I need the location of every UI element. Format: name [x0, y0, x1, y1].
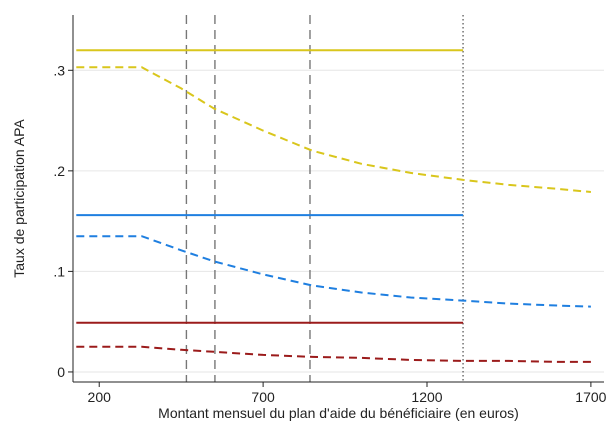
x-axis-title: Montant mensuel du plan d'aide du bénéfi…: [158, 405, 519, 421]
y-tick-label-1: .1: [53, 263, 65, 279]
series-line-1: [76, 67, 591, 192]
x-axis-ticks: 200 700 1200 1700: [88, 382, 607, 405]
y-tick-label-0: 0: [57, 364, 65, 380]
series-line-5: [76, 347, 591, 362]
x-tick-label-3: 1700: [575, 389, 606, 405]
series-lines: [76, 50, 591, 362]
x-tick-label-1: 700: [251, 389, 275, 405]
gridlines: [73, 70, 604, 372]
x-tick-label-0: 200: [88, 389, 112, 405]
x-tick-label-2: 1200: [411, 389, 442, 405]
y-axis-ticks: 0 .1 .2 .3: [53, 62, 73, 380]
y-axis-title: Taux de participation APA: [11, 119, 27, 278]
y-tick-label-3: .3: [53, 62, 65, 78]
y-tick-label-2: .2: [53, 163, 65, 179]
